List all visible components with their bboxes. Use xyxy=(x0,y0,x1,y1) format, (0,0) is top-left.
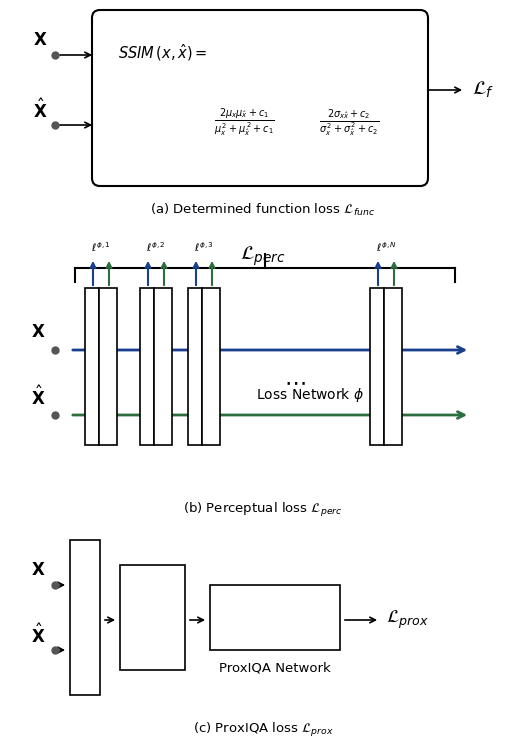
Text: $\cdots$: $\cdots$ xyxy=(284,372,306,393)
Text: $\mathcal{L}_{perc}$: $\mathcal{L}_{perc}$ xyxy=(240,245,286,268)
Bar xyxy=(188,288,203,445)
Text: $\ell^{\phi,2}$: $\ell^{\phi,2}$ xyxy=(146,241,166,254)
Bar xyxy=(370,288,385,445)
Text: $\ell^{\phi,N}$: $\ell^{\phi,N}$ xyxy=(376,241,397,254)
Text: $\mathbf{X}$: $\mathbf{X}$ xyxy=(31,323,45,341)
Text: Loss Network $\phi$: Loss Network $\phi$ xyxy=(256,386,364,404)
Text: $\hat{\mathbf{X}}$: $\hat{\mathbf{X}}$ xyxy=(31,624,45,647)
Text: $\mathbf{X}$: $\mathbf{X}$ xyxy=(31,561,45,579)
Bar xyxy=(155,288,172,445)
FancyBboxPatch shape xyxy=(92,10,428,186)
Text: $SSIM\,(x,\hat{x})=$: $SSIM\,(x,\hat{x})=$ xyxy=(118,42,208,63)
Bar xyxy=(85,288,99,445)
Bar xyxy=(140,288,155,445)
Text: $\mathcal{L}_f$: $\mathcal{L}_f$ xyxy=(472,80,494,100)
Bar xyxy=(99,288,117,445)
Text: $\hat{\mathbf{X}}$: $\hat{\mathbf{X}}$ xyxy=(31,385,45,409)
Text: $\mathbf{X}$: $\mathbf{X}$ xyxy=(33,31,47,49)
Text: (c) ProxIQA loss $\mathcal{L}_{prox}$: (c) ProxIQA loss $\mathcal{L}_{prox}$ xyxy=(193,721,333,739)
Text: $\frac{2\mu_x\mu_{\hat{x}}+c_1}{\mu_x^{\,2}+\mu_{\hat{x}}^{\,2}+c_1}$: $\frac{2\mu_x\mu_{\hat{x}}+c_1}{\mu_x^{\… xyxy=(214,107,274,139)
Text: $\ell^{\phi,3}$: $\ell^{\phi,3}$ xyxy=(194,241,214,254)
Text: $\mathcal{L}_{prox}$: $\mathcal{L}_{prox}$ xyxy=(386,609,429,631)
Bar xyxy=(210,585,340,650)
Text: (a) Determined function loss $\mathcal{L}_{func}$: (a) Determined function loss $\mathcal{L… xyxy=(150,202,376,218)
Text: $\frac{2\sigma_{x\hat{x}}+c_2}{\sigma_x^{\,2}+\sigma_{\hat{x}}^{\,2}+c_2}$: $\frac{2\sigma_{x\hat{x}}+c_2}{\sigma_x^… xyxy=(319,107,380,139)
Text: ProxIQA Network: ProxIQA Network xyxy=(219,661,331,675)
Bar xyxy=(70,540,100,695)
Bar xyxy=(120,565,185,670)
Text: (b) Perceptual loss $\mathcal{L}_{perc}$: (b) Perceptual loss $\mathcal{L}_{perc}$ xyxy=(183,501,343,519)
Text: $\hat{\mathbf{X}}$: $\hat{\mathbf{X}}$ xyxy=(33,98,47,122)
Bar xyxy=(385,288,402,445)
Bar xyxy=(203,288,220,445)
Text: $\ell^{\phi,1}$: $\ell^{\phi,1}$ xyxy=(91,241,111,254)
